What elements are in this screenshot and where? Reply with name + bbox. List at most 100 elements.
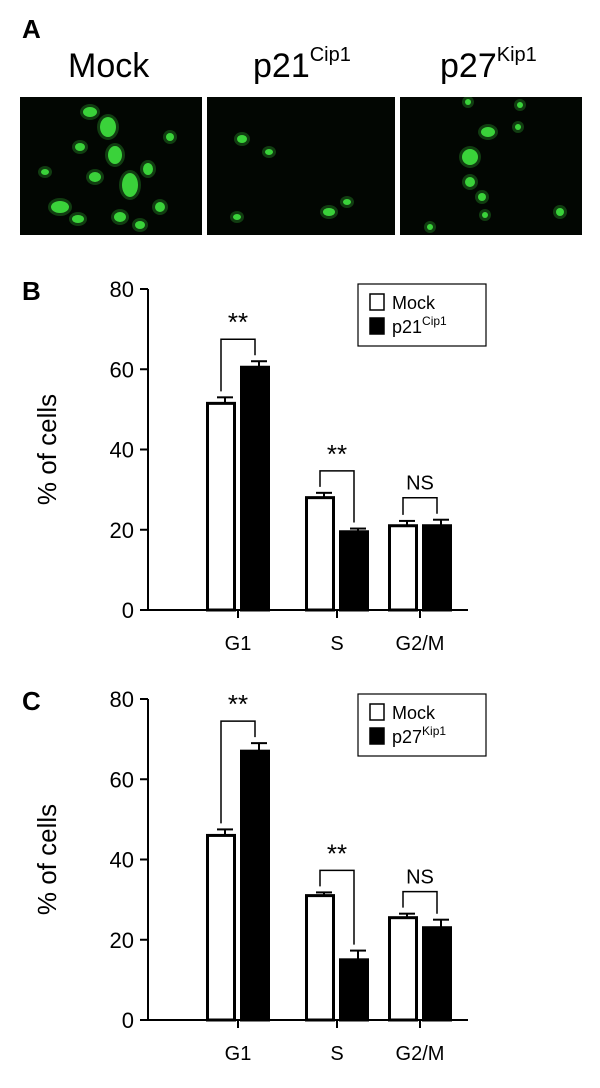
significance-bracket: [220, 720, 256, 824]
y-tick-label: 80: [110, 277, 134, 302]
cell: [237, 135, 247, 143]
legend-swatch-mock: [369, 703, 385, 721]
p27-image-label-sup: Kip1: [496, 44, 537, 66]
legend-label-sup: Cip1: [422, 314, 447, 328]
x-tick-label-g2m: G2/M: [396, 1043, 445, 1065]
cell: [323, 208, 335, 216]
bar-mock-s: [305, 894, 335, 1022]
cell: [108, 146, 122, 164]
significance-bracket: [402, 496, 438, 515]
significance-label: NS: [406, 473, 434, 495]
cell: [41, 169, 49, 175]
y-tick-label: 0: [122, 1008, 134, 1033]
y-axis-label: % of cells: [32, 394, 62, 505]
cell: [100, 117, 116, 137]
cell: [517, 102, 523, 108]
bar-mock-g1: [206, 401, 236, 612]
cell: [465, 99, 471, 105]
cell: [233, 214, 241, 220]
y-tick-label: 0: [122, 598, 134, 623]
legend-swatch-mock: [369, 293, 385, 311]
legend-label-mock: Mock: [392, 703, 436, 723]
y-tick-label: 60: [110, 767, 134, 792]
bar-treated-g2m: [422, 524, 452, 612]
cell: [89, 172, 101, 182]
bar-treated-g2m: [422, 926, 452, 1022]
cell: [481, 127, 495, 137]
significance-bracket: [402, 890, 438, 914]
cell: [478, 193, 486, 201]
cell: [114, 212, 126, 222]
bar-mock-s: [305, 496, 335, 612]
legend-label-treated: p21Cip1: [392, 314, 447, 337]
cell: [72, 215, 84, 223]
y-tick-label: 40: [110, 848, 134, 873]
legend-label-main: p27: [392, 727, 422, 747]
panel-b-chart: B 0 20 40 60 80% of cells G1 ** S ** G2/M NS Mock p21…: [0, 262, 600, 672]
bar-treated-g1: [240, 749, 270, 1022]
cell: [83, 107, 97, 117]
legend-swatch-treated: [369, 317, 385, 335]
significance-label: **: [228, 689, 248, 719]
legend-swatch-treated: [369, 727, 385, 745]
cell: [515, 124, 521, 130]
panel-a-letter: A: [22, 14, 41, 44]
significance-label: **: [228, 307, 248, 337]
cell: [75, 143, 85, 151]
bar-treated-g1: [240, 365, 270, 612]
y-tick-label: 20: [110, 518, 134, 543]
cell: [427, 224, 433, 230]
y-tick-label: 20: [110, 928, 134, 953]
panel-b-letter: B: [22, 276, 41, 306]
cell: [482, 212, 488, 218]
mock-cells: [38, 104, 177, 232]
mock-image-label-text: Mock: [68, 47, 150, 85]
x-tick-label-g2m: G2/M: [396, 633, 445, 655]
legend-label-sup: Kip1: [422, 724, 446, 738]
cell: [51, 201, 69, 213]
bar-mock-g1: [206, 833, 236, 1022]
cell: [465, 177, 475, 187]
cell: [343, 199, 351, 205]
p27-image-label: p27Kip1: [440, 44, 537, 86]
bar-mock-g2m: [388, 524, 418, 612]
significance-bracket: [319, 470, 355, 523]
p27-fluorescence-image: [400, 97, 582, 235]
bar-treated-s: [339, 958, 369, 1022]
cell: [462, 149, 478, 165]
p21-image-label-text: p21: [253, 47, 310, 85]
p21-image-label: p21Cip1: [253, 44, 351, 86]
y-tick-label: 40: [110, 438, 134, 463]
p27-cells: [424, 97, 567, 233]
cell: [155, 202, 165, 212]
cell: [135, 221, 145, 229]
significance-bracket: [220, 338, 256, 392]
legend-label-mock: Mock: [392, 293, 436, 313]
x-tick-label-s: S: [330, 1043, 343, 1065]
significance-bracket: [319, 869, 355, 945]
legend-label-main: Mock: [392, 293, 436, 313]
cell: [122, 173, 138, 197]
cell: [265, 149, 273, 155]
x-tick-label-s: S: [330, 633, 343, 655]
cell: [556, 208, 564, 216]
panel-c-chart: C 0 20 40 60 80% of cells G1 ** S ** G2/M NS Mock p27…: [0, 672, 600, 1083]
bar-treated-s: [339, 530, 369, 612]
significance-label: **: [327, 838, 347, 868]
y-tick-label: 60: [110, 357, 134, 382]
x-tick-label-g1: G1: [225, 633, 252, 655]
p21-fluorescence-image: [207, 97, 395, 235]
legend-label-main: Mock: [392, 703, 436, 723]
significance-label: **: [327, 439, 347, 469]
p21-image-label-sup: Cip1: [309, 44, 351, 66]
bar-mock-g2m: [388, 916, 418, 1022]
x-tick-label-g1: G1: [225, 1043, 252, 1065]
p27-image-label-text: p27: [440, 47, 497, 85]
mock-fluorescence-image: [20, 97, 202, 235]
legend-label-main: p21: [392, 317, 422, 337]
p21-cells: [230, 132, 354, 223]
y-axis-label: % of cells: [32, 804, 62, 915]
mock-image-label: Mock: [68, 44, 149, 86]
